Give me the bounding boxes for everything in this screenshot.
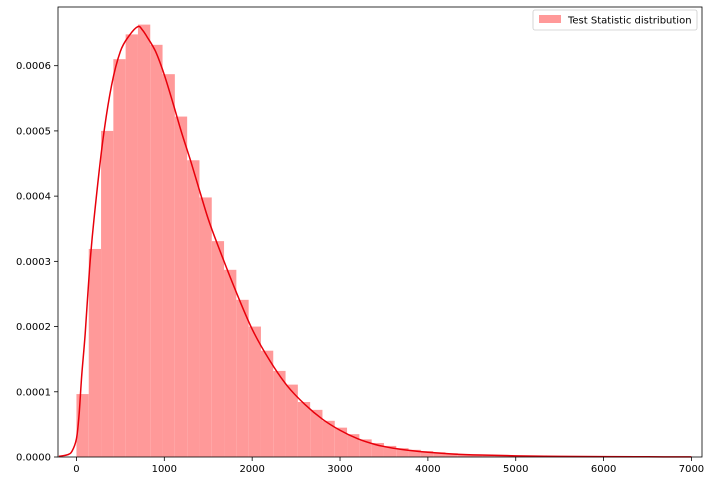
histogram-bar: [211, 241, 225, 457]
histogram-bar: [236, 299, 249, 457]
histogram-bar: [162, 74, 175, 457]
histogram-bar: [150, 44, 163, 458]
y-tick-label: 0.0005: [16, 126, 51, 137]
histogram-bar: [347, 434, 360, 457]
legend-swatch: [539, 15, 561, 23]
x-tick-label: 6000: [591, 464, 616, 475]
kde-curve: [58, 25, 692, 458]
histogram-bar: [113, 59, 126, 457]
histogram-bar: [457, 453, 471, 457]
histogram-bar: [310, 409, 323, 457]
legend: Test Statistic distribution: [532, 9, 698, 31]
histogram-bar: [383, 445, 397, 457]
y-tick-label: 0.0000: [16, 453, 51, 464]
histogram-bar: [224, 269, 237, 457]
x-tick-label: 1000: [152, 464, 177, 475]
histogram-bar: [297, 402, 311, 457]
legend-label: Test Statistic distribution: [567, 16, 692, 27]
y-tick-label: 0.0001: [16, 387, 51, 398]
histogram-bar: [396, 448, 409, 457]
x-tick-label: 5000: [503, 464, 528, 475]
y-axis-ticks: 0.0000 0.0001 0.0002 0.0003 0.0004 0.0005 0.00…: [16, 61, 58, 464]
histogram-bar: [125, 34, 138, 458]
histogram-bar: [420, 451, 434, 457]
histogram-bar: [101, 130, 114, 458]
x-tick-label: 2000: [239, 464, 264, 475]
y-tick-label: 0.0004: [16, 192, 51, 203]
legend-box: [532, 9, 698, 31]
histogram-bar: [482, 455, 495, 457]
histogram-bar: [137, 24, 151, 457]
y-tick-label: 0.0003: [16, 257, 51, 268]
histogram-bar: [408, 449, 421, 457]
x-axis-ticks: 0 1000 2000 3000 4000 5000 6000 7000: [73, 457, 704, 475]
histogram-bar: [248, 326, 261, 457]
histogram-bar: [334, 427, 348, 457]
x-tick-label: 3000: [327, 464, 352, 475]
histogram-bar: [88, 248, 102, 457]
x-tick-label: 0: [73, 464, 79, 475]
histogram-bar: [322, 420, 335, 457]
histogram-bar: [445, 453, 458, 457]
x-tick-label: 7000: [679, 464, 704, 475]
histogram-bar: [174, 116, 188, 457]
plot-frame: [57, 6, 703, 458]
histogram-bar: [273, 370, 286, 457]
histogram-bars: [76, 24, 692, 458]
histogram-bar: [470, 454, 483, 457]
y-tick-label: 0.0002: [16, 322, 51, 333]
histogram-bar: [260, 350, 274, 457]
x-tick-label: 4000: [415, 464, 440, 475]
histogram-bar: [187, 160, 200, 457]
histogram-bar: [285, 384, 298, 457]
histogram-bar: [359, 439, 372, 457]
histogram-bar: [199, 197, 212, 457]
y-tick-label: 0.0006: [16, 61, 51, 72]
histogram-bar: [433, 452, 446, 457]
